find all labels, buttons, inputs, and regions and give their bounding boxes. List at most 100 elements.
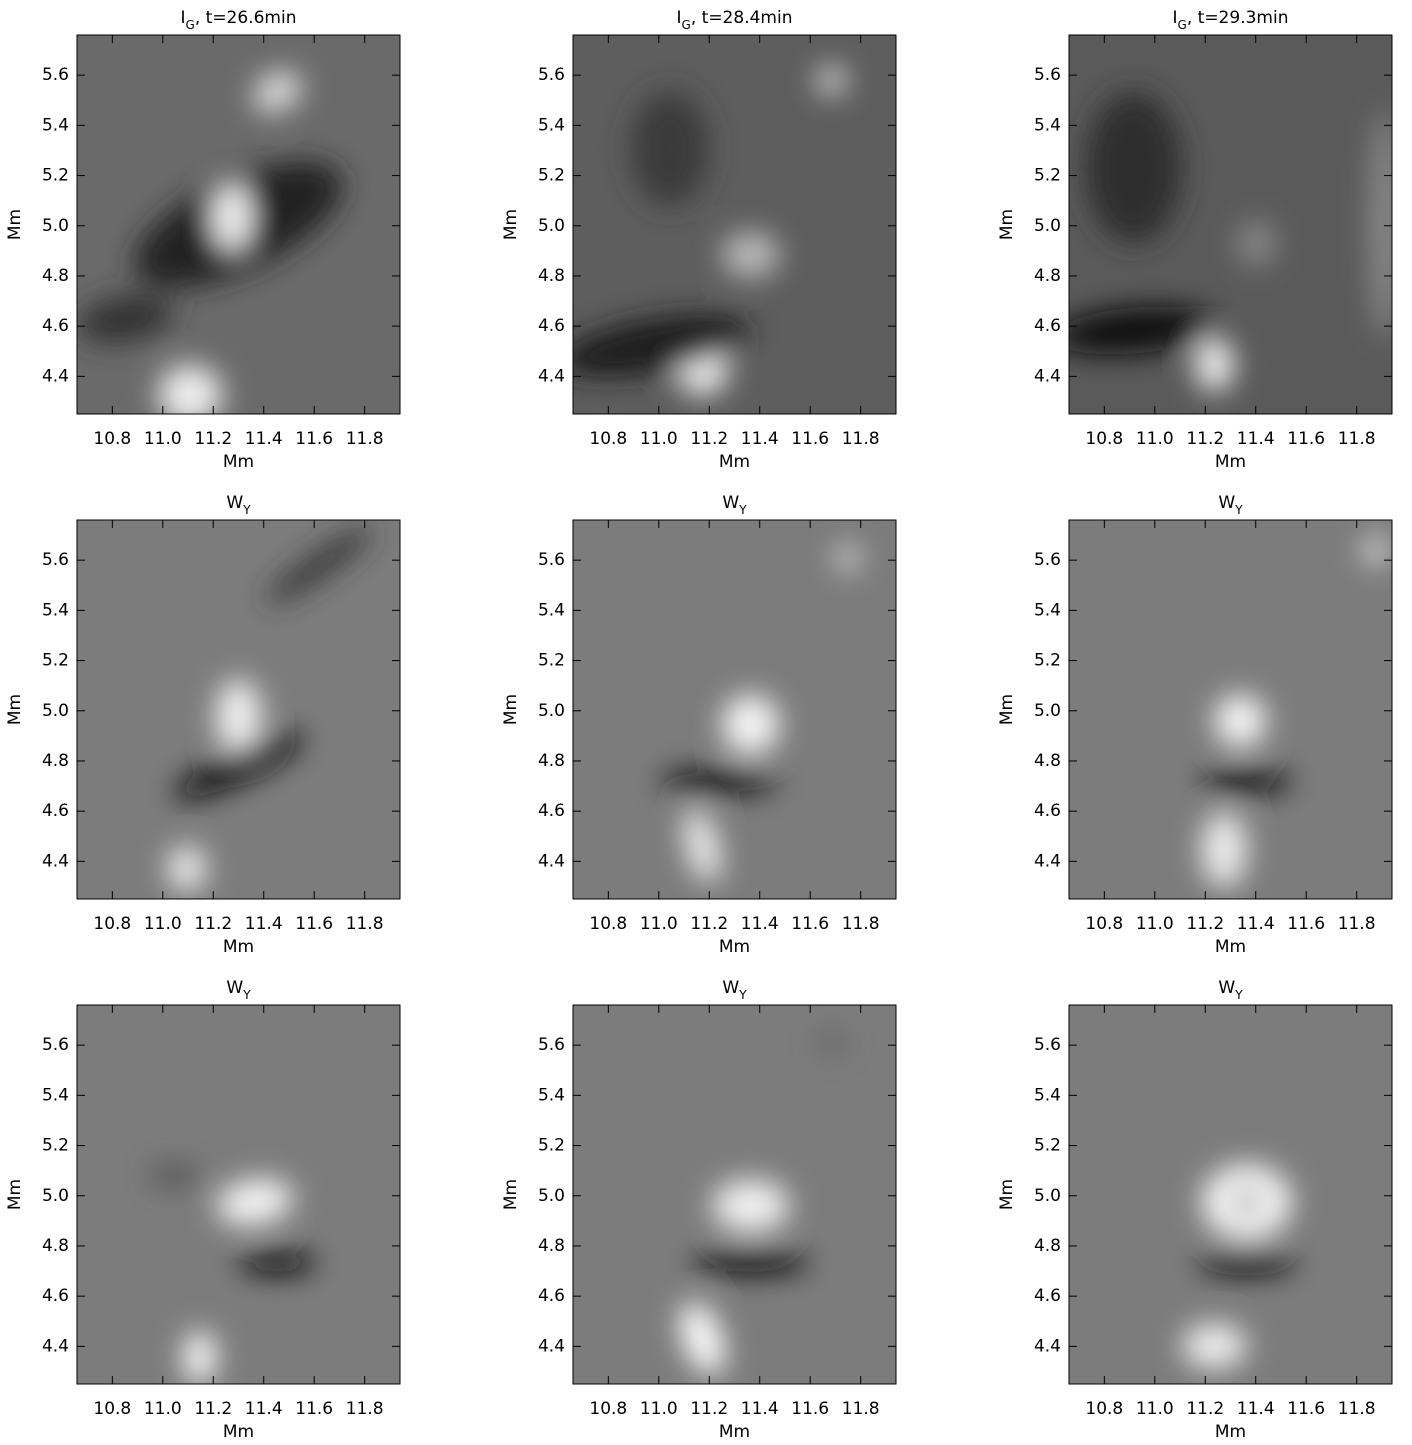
feature: [265, 527, 373, 604]
title-subscript: G: [682, 18, 691, 32]
y-tick-label: 5.6: [42, 65, 69, 85]
y-tick-label: 5.4: [42, 115, 69, 135]
y-tick-label: 4.4: [1034, 366, 1061, 386]
y-tick-label: 5.2: [1034, 651, 1061, 671]
x-tick-label: 11.4: [741, 429, 779, 449]
x-tick-label: 11.0: [144, 914, 182, 934]
x-axis-label: Mm: [1215, 1422, 1246, 1442]
x-axis-label: Mm: [223, 452, 254, 472]
x-tick-label: 11.2: [1186, 914, 1224, 934]
panel: IG, t=29.3min 10.8 11.0 11.2 11.4 11.6 11.8 4.4…: [997, 8, 1393, 472]
image-features: [1201, 535, 1389, 888]
y-axis-label: Mm: [5, 1179, 25, 1210]
title-subscript: Y: [1234, 988, 1243, 1002]
x-tick-label: 10.8: [93, 429, 131, 449]
x-tick-label: 11.2: [690, 1399, 728, 1419]
x-axis-label: Mm: [223, 1422, 254, 1442]
image-features: [573, 65, 848, 396]
y-tick-label: 4.8: [538, 1236, 565, 1256]
feature: [183, 1330, 216, 1384]
panel: WY 10.8 11.0 11.2 11.4 11.6 11.8 4.4 4.6 4.8 5.0 5.…: [5, 978, 401, 1442]
x-tick-label: 11.4: [741, 1399, 779, 1419]
frame: [76, 34, 401, 415]
x-tick-label: 11.6: [295, 1399, 333, 1419]
image: [77, 35, 400, 414]
x-tick-label: 11.6: [1287, 429, 1325, 449]
x-tick-label: 11.4: [741, 914, 779, 934]
y-tick-label: 5.4: [1034, 600, 1061, 620]
y-tick-label: 5.2: [42, 651, 69, 671]
feature: [167, 845, 207, 892]
y-tick-label: 4.4: [42, 851, 69, 871]
image: [77, 520, 400, 899]
x-tick-label: 11.8: [842, 1399, 880, 1419]
y-tick-label: 5.6: [1034, 550, 1061, 570]
x-tick-label: 11.0: [640, 1399, 678, 1419]
title-part: I: [677, 8, 682, 28]
panel-title: IG, t=29.3min: [1173, 8, 1289, 32]
y-tick-label: 5.4: [42, 600, 69, 620]
y-tick-label: 5.0: [538, 216, 565, 236]
y-tick-label: 5.0: [1034, 701, 1061, 721]
y-tick-label: 4.8: [42, 751, 69, 771]
y-tick-label: 4.8: [538, 266, 565, 286]
x-tick-label: 11.0: [144, 1399, 182, 1419]
title-part: , t=29.3min: [1187, 8, 1289, 28]
x-tick-label: 11.6: [1287, 914, 1325, 934]
y-tick-label: 5.0: [538, 1186, 565, 1206]
y-axis-label: Mm: [5, 694, 25, 725]
y-tick-label: 4.6: [42, 1286, 69, 1306]
y-tick-label: 4.8: [1034, 1236, 1061, 1256]
image-features: [660, 542, 861, 883]
y-tick-label: 4.8: [538, 751, 565, 771]
feature: [683, 809, 721, 883]
title-part: W: [226, 493, 243, 513]
panel: WY 10.8 11.0 11.2 11.4 11.6 11.8 4.4 4.6 4.8 5.0 5.…: [501, 978, 897, 1442]
y-tick-label: 5.6: [1034, 1035, 1061, 1055]
y-tick-label: 5.6: [42, 1035, 69, 1055]
panel-title: WY: [1218, 978, 1243, 1002]
title-subscript: Y: [738, 988, 747, 1002]
x-tick-label: 10.8: [1085, 429, 1123, 449]
x-tick-label: 11.6: [791, 429, 829, 449]
x-tick-label: 11.2: [690, 429, 728, 449]
x-tick-label: 10.8: [93, 914, 131, 934]
y-tick-label: 4.8: [1034, 751, 1061, 771]
x-tick-label: 11.4: [1237, 429, 1275, 449]
y-tick-label: 4.4: [538, 851, 565, 871]
x-tick-label: 11.4: [245, 429, 283, 449]
feature: [212, 182, 252, 252]
x-tick-label: 11.2: [1186, 429, 1224, 449]
feature: [1214, 694, 1267, 748]
image: [77, 1005, 400, 1384]
x-tick-label: 11.4: [245, 1399, 283, 1419]
y-tick-label: 5.4: [538, 115, 565, 135]
x-tick-label: 11.8: [1338, 914, 1376, 934]
y-tick-label: 5.4: [1034, 115, 1061, 135]
y-tick-label: 5.4: [538, 600, 565, 620]
y-tick-label: 4.6: [538, 1286, 565, 1306]
x-tick-label: 11.6: [791, 914, 829, 934]
title-part: W: [1218, 978, 1235, 998]
feature: [660, 770, 777, 793]
x-tick-label: 11.8: [842, 429, 880, 449]
panel-title: WY: [226, 978, 251, 1002]
y-tick-label: 5.2: [1034, 166, 1061, 186]
title-part: W: [226, 978, 243, 998]
y-tick-label: 5.0: [42, 216, 69, 236]
panel-title: WY: [722, 493, 747, 517]
x-tick-label: 11.2: [690, 914, 728, 934]
y-tick-label: 5.2: [42, 166, 69, 186]
y-tick-label: 5.4: [1034, 1085, 1061, 1105]
x-tick-label: 10.8: [93, 1399, 131, 1419]
x-tick-label: 10.8: [589, 914, 627, 934]
x-tick-label: 11.4: [1237, 1399, 1275, 1419]
title-subscript: Y: [738, 503, 747, 517]
x-tick-label: 11.2: [194, 1399, 232, 1419]
y-tick-label: 5.6: [538, 1035, 565, 1055]
feature: [711, 1179, 790, 1233]
y-tick-label: 5.0: [42, 1186, 69, 1206]
x-tick-label: 11.2: [1186, 1399, 1224, 1419]
x-tick-label: 11.4: [245, 914, 283, 934]
y-tick-label: 4.6: [538, 316, 565, 336]
